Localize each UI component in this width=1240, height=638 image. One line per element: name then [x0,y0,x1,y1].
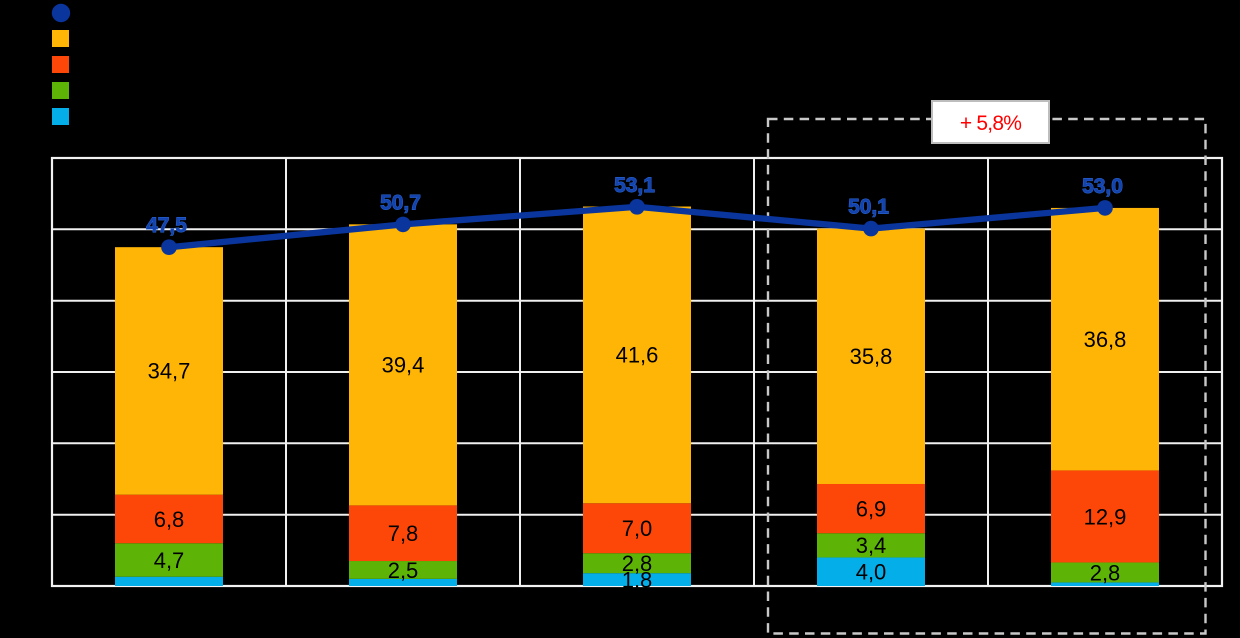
svg-text:7,0: 7,0 [622,516,653,541]
svg-text:6,9: 6,9 [856,496,887,521]
svg-text:50,7: 50,7 [380,191,421,214]
svg-text:34,7: 34,7 [148,359,191,384]
svg-text:1,8: 1,8 [622,567,653,592]
svg-text:39,4: 39,4 [382,353,425,378]
svg-text:36,8: 36,8 [1084,327,1127,352]
svg-text:6,8: 6,8 [154,507,185,532]
svg-text:+ 5,8%: + 5,8% [960,112,1021,135]
svg-text:7,8: 7,8 [388,521,419,546]
svg-text:2,8: 2,8 [1090,560,1121,585]
svg-text:53,1: 53,1 [614,174,655,197]
svg-text:50,1: 50,1 [848,196,889,219]
svg-text:12,9: 12,9 [1084,504,1127,529]
svg-text:2,5: 2,5 [388,558,419,583]
svg-text:4,0: 4,0 [856,560,887,585]
svg-text:47,5: 47,5 [146,214,187,237]
svg-text:2,8: 2,8 [622,551,653,576]
svg-text:4,7: 4,7 [154,548,185,573]
svg-text:41,6: 41,6 [616,343,659,368]
svg-text:53,0: 53,0 [1082,175,1123,198]
svg-text:35,8: 35,8 [850,344,893,369]
svg-text:3,4: 3,4 [856,533,887,558]
